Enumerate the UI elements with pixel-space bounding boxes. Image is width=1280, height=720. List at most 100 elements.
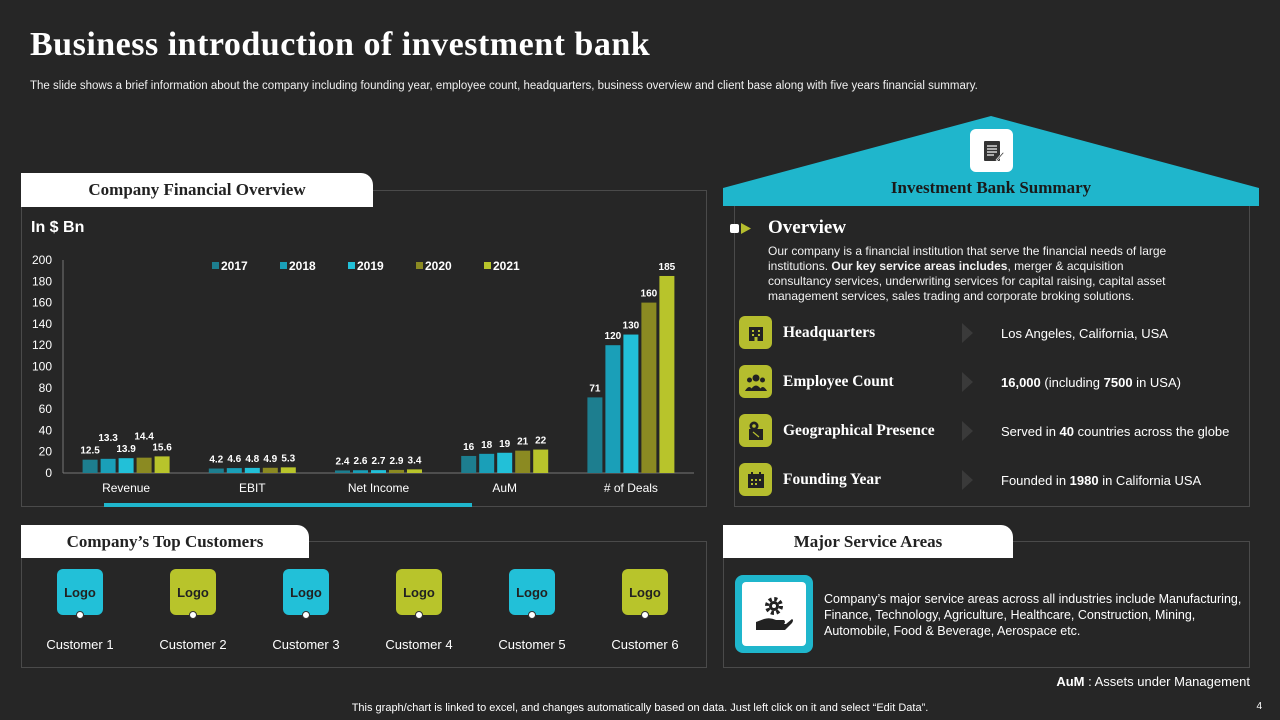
logo-dot: [76, 611, 84, 619]
chevron-right-icon: [962, 372, 973, 392]
legend-swatch: [484, 262, 491, 269]
bar: [587, 397, 603, 473]
x-tick-label: EBIT: [239, 481, 266, 495]
headquarters-label: Headquarters: [783, 324, 876, 341]
data-label: 18: [481, 440, 493, 451]
y-tick-label: 60: [39, 402, 53, 416]
logo-dot: [189, 611, 197, 619]
document-icon: [970, 129, 1013, 172]
summary-title: Investment Bank Summary: [890, 178, 1092, 197]
headquarters-value: Los Angeles, California, USA: [1001, 326, 1168, 341]
data-label: 22: [535, 436, 547, 447]
geographical-presence-label: Geographical Presence: [783, 422, 935, 439]
bar: [208, 468, 224, 473]
data-label: 4.6: [227, 454, 241, 465]
bar: [641, 302, 657, 473]
customer-logo: Logo: [509, 569, 555, 615]
data-label: 2.7: [372, 456, 386, 467]
accent-bar: [104, 503, 472, 507]
overview-heading: Overview: [768, 217, 847, 238]
financial-tab: Company Financial Overview: [21, 173, 373, 207]
founding-year-label: Founding Year: [783, 471, 882, 488]
customers-tab: Company’s Top Customers: [21, 525, 309, 558]
x-tick-label: # of Deals: [604, 481, 658, 495]
y-tick-label: 160: [32, 296, 52, 310]
customer-logo: Logo: [283, 569, 329, 615]
legend-label: 2018: [289, 259, 316, 273]
bar: [335, 470, 350, 473]
overview-text: Our company is a financial institution t…: [768, 244, 1167, 303]
customer-name: Customer 1: [46, 637, 114, 652]
data-label: 16: [463, 442, 475, 453]
data-label: 2.4: [336, 456, 350, 467]
bar: [244, 467, 260, 473]
data-label: 12.5: [80, 446, 100, 457]
bar: [154, 456, 170, 473]
customer-name: Customer 2: [159, 637, 227, 652]
bar: [118, 458, 134, 473]
data-label: 19: [499, 439, 511, 450]
customer-logo: Logo: [170, 569, 216, 615]
legend-swatch: [416, 262, 423, 269]
y-tick-label: 20: [39, 445, 53, 459]
y-tick-label: 100: [32, 360, 52, 374]
financial-bar-chart[interactable]: 02040608010012014016018020012.513.313.91…: [21, 240, 707, 505]
data-label: 14.4: [134, 432, 154, 443]
bar: [280, 467, 296, 473]
customers-panel: [21, 541, 707, 668]
legend-label: 2020: [425, 259, 452, 273]
customer-name: Customer 5: [498, 637, 566, 652]
bar: [623, 334, 639, 473]
bar: [533, 449, 549, 473]
y-tick-label: 200: [32, 253, 52, 267]
bar: [100, 458, 116, 473]
logo-dot: [415, 611, 423, 619]
services-tab: Major Service Areas: [723, 525, 1013, 558]
legend-label: 2019: [357, 259, 384, 273]
y-tick-label: 40: [39, 423, 53, 437]
data-label: 130: [623, 321, 640, 332]
data-label: 71: [589, 383, 601, 394]
bar: [82, 459, 98, 473]
bar: [226, 468, 242, 473]
data-label: 21: [517, 437, 529, 448]
page-title: Business introduction of investment bank: [30, 26, 651, 63]
bar: [389, 469, 404, 473]
footer-note: This graph/chart is linked to excel, and…: [351, 702, 929, 714]
bar: [371, 470, 386, 473]
data-label: 5.3: [281, 453, 295, 464]
bar: [353, 470, 368, 473]
chart-unit-label: In $ Bn: [31, 219, 85, 236]
logo-dot: [302, 611, 310, 619]
page-number: 4: [1256, 701, 1262, 712]
data-label: 13.3: [98, 433, 118, 444]
data-label: 3.4: [408, 455, 422, 466]
x-tick-label: AuM: [492, 481, 517, 495]
bar: [136, 457, 152, 473]
chevron-right-icon: [962, 421, 973, 441]
logo-dot: [528, 611, 536, 619]
customer-logo: Logo: [396, 569, 442, 615]
logo-dot: [641, 611, 649, 619]
legend-swatch: [280, 262, 287, 269]
bar: [262, 467, 278, 473]
customer-logo: Logo: [57, 569, 103, 615]
geographical-presence-value: Served in 40 countries across the globe: [1001, 424, 1230, 439]
map-pin-icon: [739, 414, 772, 447]
overview-bullet-icon: [730, 223, 751, 234]
service-hand-gear-icon: [735, 575, 813, 653]
y-tick-label: 120: [32, 338, 52, 352]
summary-panel: [734, 206, 1250, 507]
data-label: 4.9: [263, 454, 277, 465]
people-icon: [739, 365, 772, 398]
data-label: 15.6: [152, 442, 172, 453]
data-label: 185: [659, 262, 676, 273]
data-label: 13.9: [116, 444, 136, 455]
y-tick-label: 0: [45, 466, 52, 480]
data-label: 4.2: [209, 455, 223, 466]
y-tick-label: 80: [39, 381, 53, 395]
services-text: Company’s major service areas across all…: [824, 592, 1242, 638]
chevron-right-icon: [962, 470, 973, 490]
building-icon: [739, 316, 772, 349]
legend-swatch: [348, 262, 355, 269]
